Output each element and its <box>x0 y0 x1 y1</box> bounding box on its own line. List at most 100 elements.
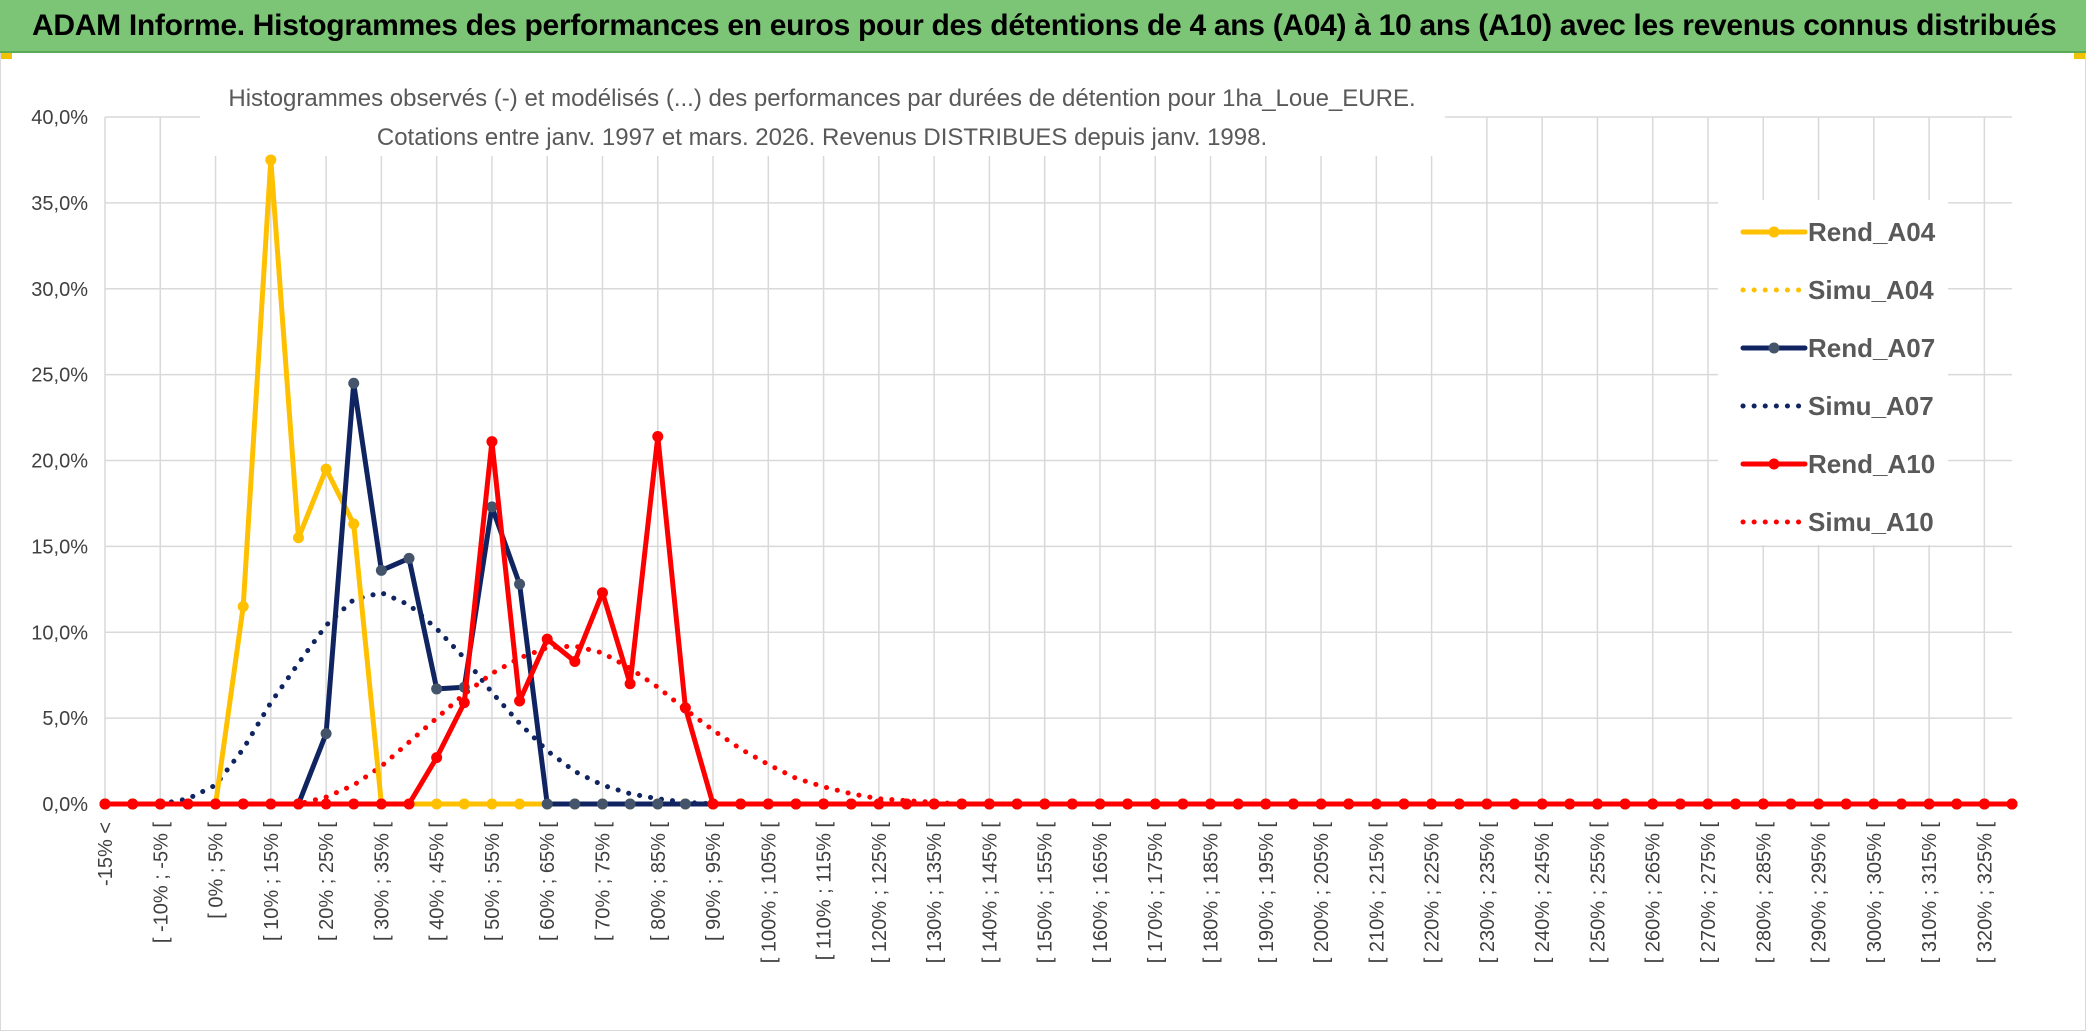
x-tick-label: [ 200% ; 205% [ <box>1311 822 1333 964</box>
data-point-rend_a04 <box>458 798 470 810</box>
data-point-rend_a10 <box>956 798 968 810</box>
series-line-rend_a10 <box>102 434 2015 807</box>
data-point-rend_a04 <box>320 463 332 475</box>
data-point-rend_a07 <box>403 552 415 564</box>
data-point-rend_a10 <box>375 798 387 810</box>
data-point-rend_a10 <box>790 798 802 810</box>
y-tick-label: 35,0% <box>31 193 88 215</box>
data-point-rend_a10 <box>1757 798 1769 810</box>
chart-title-line-1: Histogrammes observés (-) et modélisés (… <box>228 85 1415 112</box>
data-point-rend_a10 <box>1951 798 1963 810</box>
x-tick-label: [ 210% ; 215% [ <box>1366 822 1388 964</box>
data-point-rend_a10 <box>265 798 277 810</box>
x-tick-label: [ 180% ; 185% [ <box>1201 822 1223 964</box>
x-tick-label: [ 240% ; 245% [ <box>1532 822 1554 964</box>
x-tick-label: [ 130% ; 135% [ <box>924 822 946 964</box>
x-tick-label: [ 80% ; 85% [ <box>648 822 670 941</box>
x-tick-label: [ 100% ; 105% [ <box>758 822 780 964</box>
data-point-rend_a10 <box>1205 798 1217 810</box>
x-tick-label: [ 50% ; 55% [ <box>482 822 504 941</box>
y-tick-label: 10,0% <box>31 622 88 644</box>
legend-label-simu_a07: Simu_A07 <box>1808 391 1934 421</box>
data-point-rend_a10 <box>1177 798 1189 810</box>
x-tick-label: [ 170% ; 175% [ <box>1145 822 1167 964</box>
series-line-simu_a10 <box>102 643 2015 807</box>
data-point-rend_a04 <box>486 798 498 810</box>
data-point-rend_a10 <box>679 702 691 714</box>
data-point-rend_a10 <box>1895 798 1907 810</box>
data-point-rend_a10 <box>486 436 498 448</box>
x-tick-label: [ 0% ; 5% [ <box>206 822 228 919</box>
data-point-rend_a10 <box>1868 798 1880 810</box>
data-point-rend_a10 <box>873 798 885 810</box>
x-tick-label: [ 260% ; 265% [ <box>1643 822 1665 964</box>
data-point-rend_a10 <box>154 798 166 810</box>
data-point-rend_a10 <box>458 697 470 709</box>
legend-label-rend_a04: Rend_A04 <box>1808 217 1936 247</box>
data-point-rend_a10 <box>1232 798 1244 810</box>
y-tick-label: 40,0% <box>31 107 88 129</box>
legend-label-simu_a04: Simu_A04 <box>1808 275 1934 305</box>
y-tick-label: 5,0% <box>42 708 88 730</box>
data-point-rend_a10 <box>1536 798 1548 810</box>
y-tick-label: 20,0% <box>31 451 88 473</box>
data-point-rend_a07 <box>569 798 581 810</box>
data-point-rend_a10 <box>1426 798 1438 810</box>
data-point-rend_a10 <box>1453 798 1465 810</box>
data-point-rend_a10 <box>514 695 526 707</box>
data-point-rend_a10 <box>983 798 995 810</box>
data-point-rend_a10 <box>1730 798 1742 810</box>
x-tick-label: [ 20% ; 25% [ <box>316 822 338 941</box>
data-point-rend_a10 <box>1509 798 1521 810</box>
data-point-rend_a04 <box>265 154 277 166</box>
x-tick-label: [ 270% ; 275% [ <box>1698 822 1720 964</box>
x-tick-label: [ 320% ; 325% [ <box>1974 822 1996 964</box>
data-point-rend_a10 <box>1011 798 1023 810</box>
chart-title-line-2: Cotations entre janv. 1997 et mars. 2026… <box>377 124 1267 151</box>
x-tick-label: [ 60% ; 65% [ <box>537 822 559 941</box>
legend-label-rend_a10: Rend_A10 <box>1808 449 1935 479</box>
data-point-rend_a04 <box>292 532 304 544</box>
data-point-rend_a10 <box>182 798 194 810</box>
data-point-rend_a10 <box>818 798 830 810</box>
legend-label-rend_a07: Rend_A07 <box>1808 333 1935 363</box>
data-point-rend_a10 <box>1813 798 1825 810</box>
data-point-rend_a04 <box>514 798 526 810</box>
data-point-rend_a10 <box>569 655 581 667</box>
data-point-rend_a07 <box>348 377 360 389</box>
data-point-rend_a10 <box>1287 798 1299 810</box>
x-tick-label: [ 290% ; 295% [ <box>1809 822 1831 964</box>
data-point-rend_a10 <box>735 798 747 810</box>
data-point-rend_a10 <box>1122 798 1134 810</box>
data-point-rend_a07 <box>431 683 443 695</box>
y-tick-label: 30,0% <box>31 279 88 301</box>
x-tick-label: [ 140% ; 145% [ <box>979 822 1001 964</box>
data-point-rend_a07 <box>652 798 664 810</box>
data-point-rend_a10 <box>1039 798 1051 810</box>
data-point-rend_a10 <box>1481 798 1493 810</box>
data-point-rend_a07 <box>624 798 636 810</box>
x-tick-label: [ 120% ; 125% [ <box>869 822 891 964</box>
report-title: ADAM Informe. Histogrammes des performan… <box>32 9 2057 42</box>
data-point-rend_a10 <box>210 798 222 810</box>
x-tick-label: [ 310% ; 315% [ <box>1919 822 1941 964</box>
data-point-rend_a10 <box>2006 798 2018 810</box>
data-point-rend_a10 <box>1840 798 1852 810</box>
x-tick-label: [ 70% ; 75% [ <box>592 822 614 941</box>
data-point-rend_a07 <box>486 501 498 513</box>
data-point-rend_a10 <box>1923 798 1935 810</box>
x-tick-label: [ 10% ; 15% [ <box>261 822 283 941</box>
data-point-rend_a10 <box>762 798 774 810</box>
legend-marker-rend_a07 <box>1768 342 1780 354</box>
data-point-rend_a10 <box>1315 798 1327 810</box>
corner-marker <box>2074 53 2086 59</box>
report-banner: ADAM Informe. Histogrammes des performan… <box>0 0 2086 53</box>
legend-marker-rend_a10 <box>1768 458 1780 470</box>
data-point-rend_a10 <box>403 798 415 810</box>
data-point-rend_a10 <box>1702 798 1714 810</box>
legend-backdrop <box>1718 200 1948 545</box>
data-point-rend_a10 <box>1674 798 1686 810</box>
data-point-rend_a10 <box>1978 798 1990 810</box>
data-point-rend_a10 <box>707 798 719 810</box>
x-tick-label: [ 280% ; 285% [ <box>1753 822 1775 964</box>
